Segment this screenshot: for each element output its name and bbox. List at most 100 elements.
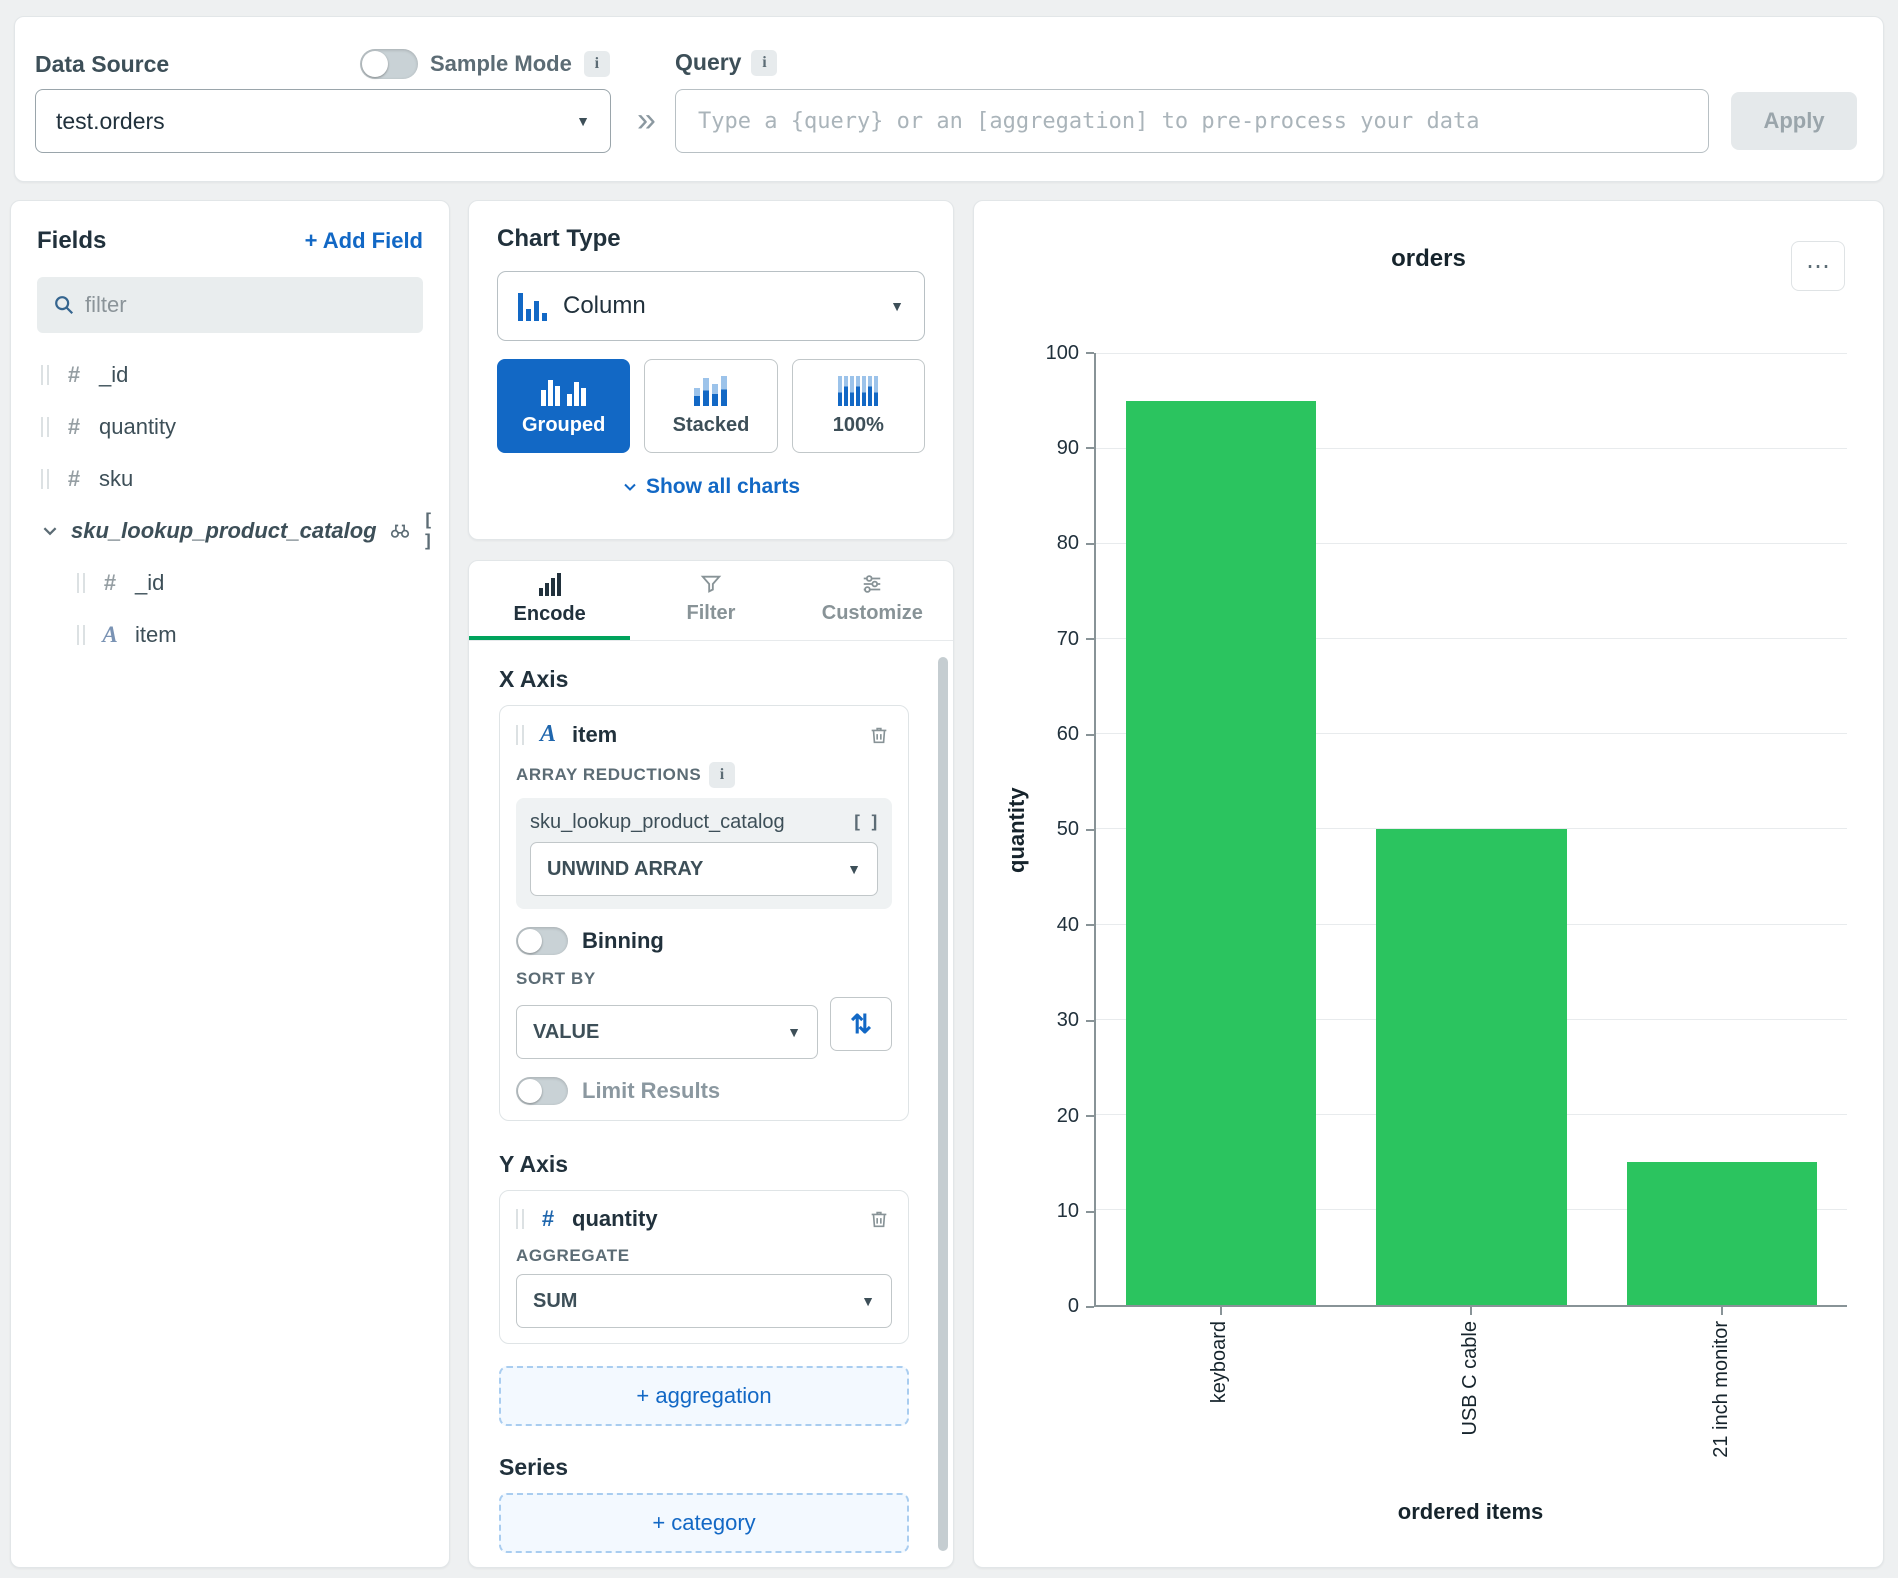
y-axis-field-row[interactable]: # quantity [516,1206,892,1232]
binning-toggle[interactable] [516,927,568,955]
sliders-icon [861,573,883,595]
info-icon[interactable]: i [709,762,735,788]
array-icon: [ ] [423,510,432,552]
number-type-icon: # [61,362,87,388]
chevron-down-icon [622,479,638,495]
x-tick-label: keyboard [1208,1321,1231,1403]
subtype-stacked-button[interactable]: Stacked [644,359,777,453]
drag-handle-icon [516,1209,524,1229]
tick-mark [1086,638,1094,640]
field-row-sku[interactable]: # sku [37,453,423,505]
drag-handle-icon [77,625,85,645]
plot-area [1094,353,1847,1307]
array-icon: [ ] [851,812,878,833]
fields-panel: Fields + Add Field # _id # quantity # sk… [10,200,450,1568]
binoculars-icon[interactable] [389,520,411,542]
field-name: _id [99,362,128,388]
tick-mark [1086,734,1094,736]
tick-mark [1086,447,1094,449]
sample-mode-group: Sample Mode i [360,49,610,79]
limit-results-toggle[interactable] [516,1077,568,1105]
y-tick-label: 30 [1057,1009,1079,1032]
field-filter-input[interactable] [85,292,407,318]
chart-menu-button[interactable]: ⋯ [1791,241,1845,291]
apply-button[interactable]: Apply [1731,92,1857,150]
grouped-bars-icon [541,376,586,406]
y-tick-label: 70 [1057,628,1079,651]
array-reductions-label: ARRAY REDUCTIONS [516,765,701,785]
query-label: Query [675,49,741,76]
drag-handle-icon [41,417,49,437]
drag-handle-icon [41,469,49,489]
sample-mode-toggle[interactable] [360,49,418,79]
tab-encode[interactable]: Encode [469,561,630,640]
x-tick-label: 21 inch monitor [1710,1321,1733,1458]
delete-field-button[interactable] [866,722,892,748]
y-tick-labels: 100 90 80 70 60 50 40 30 20 10 0 [974,353,1094,1307]
chart-type-value: Column [563,292,874,320]
sort-arrows-icon: ⇅ [850,1009,872,1040]
binning-label: Binning [582,928,664,954]
bar-chart-icon [539,572,561,596]
unwind-array-select[interactable]: UNWIND ARRAY ▼ [530,842,878,896]
y-tick-label: 60 [1057,723,1079,746]
tick-mark [1086,1115,1094,1117]
subtype-grouped-button[interactable]: Grouped [497,359,630,453]
x-axis-title: ordered items [1094,1499,1847,1525]
series-section-title: Series [499,1454,909,1481]
fields-title: Fields [37,227,106,255]
field-row-quantity[interactable]: # quantity [37,401,423,453]
info-icon[interactable]: i [751,50,777,76]
search-icon [53,294,75,316]
bar-band-usb-c-cable [1346,353,1596,1305]
chart-title: orders [974,245,1883,273]
drag-handle-icon [516,725,524,745]
tick-mark [1086,829,1094,831]
chevron-down-icon: ▼ [787,1024,801,1040]
scrollbar-thumb[interactable] [938,657,948,1551]
field-row-lookup[interactable]: sku_lookup_product_catalog [ ] [37,505,423,557]
tab-filter[interactable]: Filter [630,561,791,640]
field-row-lookup-item[interactable]: A item [37,609,423,661]
add-category-button[interactable]: + category [499,1493,909,1553]
string-type-icon: A [97,622,123,648]
aggregate-label: AGGREGATE [516,1246,630,1266]
sort-direction-button[interactable]: ⇅ [830,997,892,1051]
field-row-id[interactable]: # _id [37,349,423,401]
number-type-icon: # [61,414,87,440]
data-source-label: Data Source [35,51,169,78]
funnel-icon [700,573,722,595]
field-name: quantity [99,414,176,440]
chart-type-title: Chart Type [497,225,925,253]
chart-type-select[interactable]: Column ▼ [497,271,925,341]
array-field-name: sku_lookup_product_catalog [530,811,785,834]
aggregate-select[interactable]: SUM ▼ [516,1274,892,1328]
tab-customize[interactable]: Customize [792,561,953,640]
bar [1627,1162,1817,1305]
add-field-button[interactable]: + Add Field [305,228,423,254]
double-chevron-icon: » [637,101,656,140]
field-list: # _id # quantity # sku sku_lookup_produc… [37,349,423,661]
data-source-toolbar: Data Source Sample Mode i Query i test.o… [14,16,1884,182]
tick-mark [1086,1306,1094,1308]
chart-type-panel: Chart Type Column ▼ Grouped Stacked 100%… [468,200,954,540]
sample-mode-label: Sample Mode [430,51,572,77]
chevron-down-icon[interactable] [41,522,59,540]
x-axis-field-row[interactable]: A item [516,721,892,748]
full-stacked-bars-icon [838,376,878,406]
delete-field-button[interactable] [866,1206,892,1232]
bar-band-21-inch-monitor [1597,353,1847,1305]
subtype-100pct-button[interactable]: 100% [792,359,925,453]
number-type-icon: # [97,570,123,596]
info-icon[interactable]: i [584,51,610,77]
add-aggregation-button[interactable]: + aggregation [499,1366,909,1426]
tick-mark [1086,1020,1094,1022]
query-label-group: Query i [675,49,777,76]
query-input[interactable] [675,89,1709,153]
y-tick-label: 0 [1068,1295,1079,1318]
show-all-charts-link[interactable]: Show all charts [497,475,925,499]
data-source-select[interactable]: test.orders ▼ [35,89,611,153]
field-row-lookup-id[interactable]: # _id [37,557,423,609]
number-type-icon: # [61,466,87,492]
sort-value-select[interactable]: VALUE ▼ [516,1005,818,1059]
